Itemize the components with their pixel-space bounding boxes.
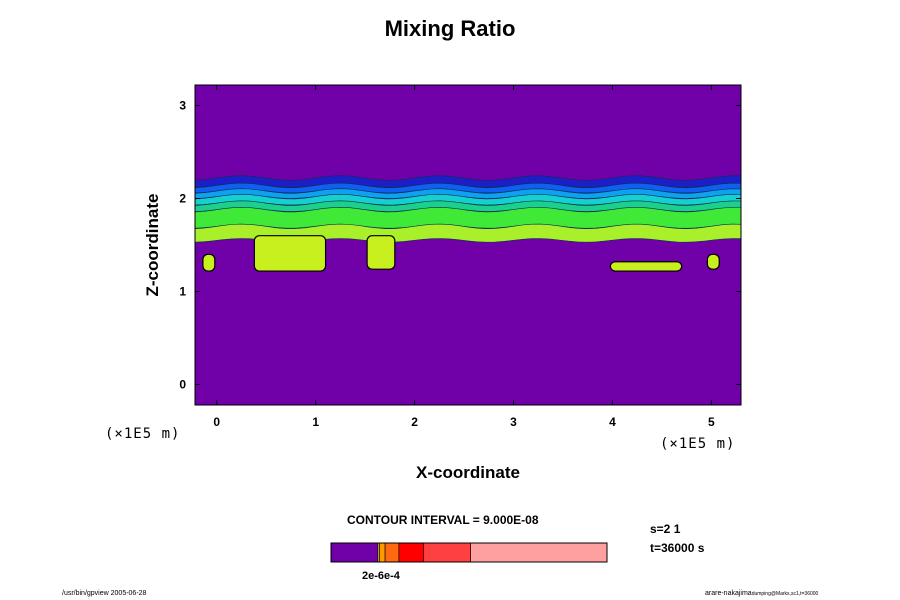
x-tick-label: 1 [312, 415, 319, 429]
colorbar-swatch [423, 542, 471, 563]
x-tick-label: 0 [213, 415, 220, 429]
field-layers [195, 175, 741, 243]
footer-author: arare-nakajimadumping@Marks,sc1,t=36000 [705, 590, 818, 597]
x-tick-label: 4 [609, 415, 616, 429]
contour-interval-label: CONTOUR INTERVAL = 9.000E-08 [347, 513, 539, 527]
colorbar-labels: 2e-6e-4 [362, 570, 400, 582]
y-unit-label: (×1E5 m) [105, 426, 181, 442]
x-unit-label: (×1E5 m) [660, 436, 736, 452]
colorbar-swatch [379, 542, 386, 563]
x-tick-label: 3 [510, 415, 517, 429]
blob-1 [202, 253, 216, 272]
y-tick-label: 2 [179, 191, 186, 205]
plot-frame [194, 84, 742, 406]
colorbar-swatch [470, 542, 608, 563]
time-label: t=36000 s [650, 541, 705, 555]
blob-5 [706, 253, 720, 270]
x-tick-label: 5 [708, 415, 715, 429]
blob-2 [253, 235, 327, 272]
x-axis-title: X-coordinate [416, 463, 520, 482]
axis-ticks: 0 1 2 3 4 5 0 1 2 3 [179, 85, 741, 429]
step-label: s=2 1 [650, 522, 681, 536]
blob-group [202, 235, 720, 272]
footer-command: /usr/bin/gpview 2005-06-28 [62, 590, 147, 597]
colorbar-swatch [384, 542, 400, 563]
chart-title: Mixing Ratio [384, 16, 516, 41]
footer-author-name: arare-nakajima [705, 590, 752, 597]
y-tick-label: 3 [179, 98, 186, 112]
footer-author-sub: dumping@Marks,sc1,t=36000 [751, 591, 819, 597]
colorbar-swatch [330, 542, 379, 563]
x-tick-label: 2 [411, 415, 418, 429]
blob-4 [609, 261, 683, 272]
blob-3 [366, 235, 396, 270]
y-axis-title: Z-coordinate [143, 194, 162, 297]
y-tick-label: 0 [179, 378, 186, 392]
colorbar-frame [330, 542, 608, 563]
colorbar [330, 542, 608, 563]
colorbar-swatch [398, 542, 425, 563]
y-tick-label: 1 [179, 285, 186, 299]
